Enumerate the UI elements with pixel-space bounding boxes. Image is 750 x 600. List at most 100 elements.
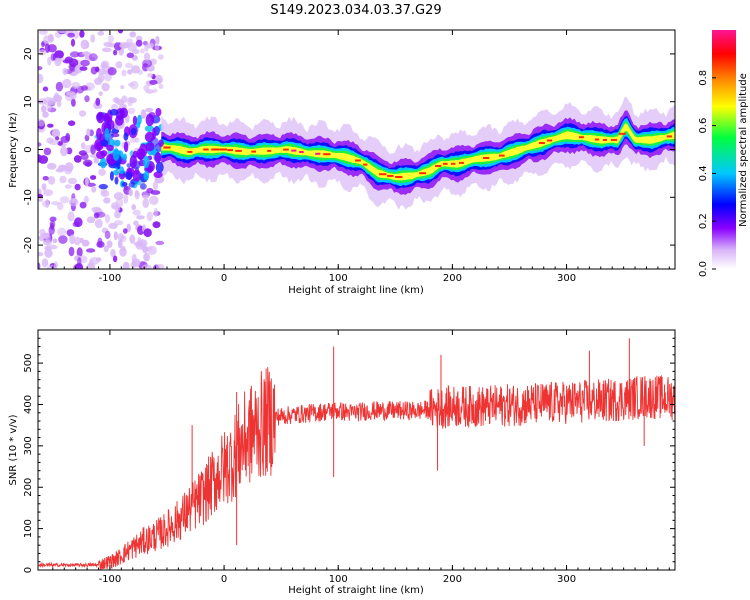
noise-blob: [48, 225, 55, 235]
noise-blob: [103, 197, 111, 204]
noise-blob: [42, 111, 49, 118]
snr-frame: [37, 329, 676, 571]
ridge-band-cyan: [161, 118, 675, 187]
noise-blob: [152, 181, 159, 190]
noise-blob: [77, 257, 82, 267]
noise-blob: [38, 73, 44, 84]
noise-blob: [43, 96, 53, 106]
noise-blob: [71, 98, 76, 107]
noise-blob: [50, 53, 56, 62]
noise-blob: [62, 59, 72, 64]
noise-blob: [80, 142, 86, 150]
ridge-core-mark: [443, 162, 448, 165]
noise-blob: [80, 59, 90, 67]
x-tick-label: 0: [221, 273, 227, 284]
noise-blob: [98, 168, 106, 176]
x-tick-label: 0: [221, 574, 227, 585]
noise-blob: [88, 53, 98, 62]
noise-blob: [135, 241, 146, 250]
noise-blob: [103, 245, 109, 253]
turbulence-blob: [129, 155, 137, 169]
turbulence-blob: [123, 141, 129, 153]
noise-blob: [144, 125, 154, 132]
noise-blob: [57, 227, 67, 236]
noise-blob: [59, 196, 70, 204]
noise-blob: [119, 247, 127, 257]
noise-blob: [155, 240, 165, 246]
noise-blob: [112, 255, 118, 263]
turbulence-blob: [109, 109, 119, 116]
spectrogram-ylabel: Frequency (Hz): [8, 112, 19, 188]
noise-blob: [140, 48, 145, 54]
noise-blob: [113, 231, 118, 241]
y-tick-label: 100: [23, 519, 34, 538]
y-tick-label: 400: [23, 395, 34, 414]
noise-blob: [155, 264, 165, 269]
noise-blob: [81, 85, 88, 91]
noise-blob: [70, 38, 76, 47]
noise-blob: [68, 198, 79, 207]
turbulence-blob: [123, 132, 129, 141]
turbulence-blob: [144, 131, 155, 143]
noise-blob: [101, 61, 108, 69]
noise-blob: [67, 120, 76, 126]
noise-blob: [147, 72, 154, 78]
ridge-core-mark: [235, 149, 242, 152]
noise-blob: [126, 223, 131, 233]
noise-blob: [42, 86, 49, 92]
snr-ylabel: SNR (10 * v/v): [8, 414, 19, 485]
noise-blob: [155, 35, 160, 45]
noise-blob: [85, 248, 96, 253]
noise-blob: [108, 222, 118, 230]
noise-blob: [67, 32, 75, 38]
noise-blob: [38, 154, 42, 163]
noise-blob: [101, 82, 110, 92]
noise-blob: [73, 30, 79, 40]
noise-blob: [46, 104, 52, 112]
turbulence-blob: [115, 115, 124, 126]
noise-blob: [47, 34, 54, 43]
ridge-core-mark: [483, 157, 490, 159]
noise-blob: [79, 30, 85, 38]
turbulence-blob: [114, 139, 121, 147]
ridge-core-mark: [315, 152, 321, 155]
noise-blob: [47, 56, 52, 66]
y-tick-label: 300: [23, 436, 34, 455]
noise-blob: [49, 244, 58, 250]
noise-blob: [54, 50, 64, 59]
noise-blob: [107, 67, 117, 76]
noise-blob: [84, 176, 89, 187]
noise-blob: [104, 230, 111, 240]
noise-blob: [122, 261, 130, 269]
y-tick-label: 0: [23, 567, 34, 573]
noise-blob: [65, 91, 76, 96]
noise-blob: [158, 84, 164, 89]
noise-blob: [111, 103, 119, 111]
noise-blob: [55, 136, 60, 141]
colorbar-tick-label: 0.0: [698, 261, 709, 277]
noise-blob: [114, 206, 121, 212]
ridge-core-mark: [618, 132, 626, 135]
y-tick-label: -20: [23, 237, 34, 253]
turbulence-blob: [119, 107, 128, 119]
spectrogram-noise: [38, 30, 165, 269]
noise-blob: [117, 30, 124, 34]
noise-blob: [91, 185, 97, 193]
turbulence-blob: [155, 107, 162, 117]
turbulence-blob: [153, 171, 163, 178]
turbulence-blob: [158, 139, 164, 147]
noise-blob: [123, 185, 128, 191]
noise-blob: [114, 176, 119, 185]
noise-blob: [131, 204, 136, 211]
noise-blob: [74, 183, 81, 191]
noise-blob: [38, 142, 42, 147]
noise-blob: [93, 156, 100, 164]
snr-plot-area: [38, 338, 675, 570]
noise-blob: [58, 30, 67, 34]
chart-title: S149.2023.034.03.37.G29: [270, 3, 441, 18]
noise-blob: [131, 65, 140, 74]
noise-blob: [64, 184, 72, 189]
ridge-core-mark: [291, 149, 297, 152]
noise-blob: [46, 162, 57, 170]
noise-blob: [42, 176, 49, 181]
